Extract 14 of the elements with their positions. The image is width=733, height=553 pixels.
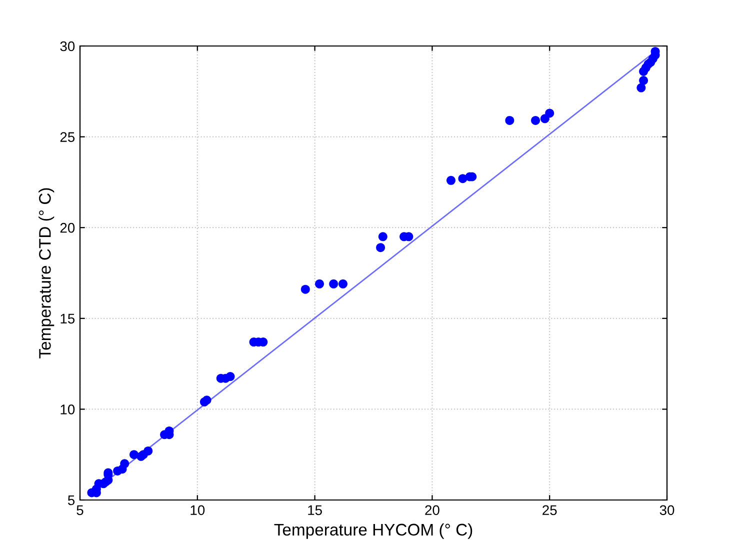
y-tick-label: 5 (68, 495, 75, 506)
x-axis-title: Temperature HYCOM (° C) (274, 523, 472, 539)
x-tick-label: 30 (660, 505, 674, 516)
y-tick-label: 20 (60, 222, 75, 233)
y-axis-title: Temperature CTD (° C) (38, 188, 54, 358)
x-tick-label: 10 (190, 505, 205, 516)
y-tick-label: 10 (60, 404, 75, 414)
x-tick-label: 15 (308, 505, 322, 516)
x-tick-label: 20 (425, 505, 440, 516)
y-tick-label: 15 (60, 314, 75, 324)
x-tick-label: 5 (76, 505, 84, 516)
y-tick-label: 30 (60, 41, 75, 52)
y-tick-label: 25 (60, 132, 75, 142)
x-tick-label: 25 (542, 505, 557, 516)
